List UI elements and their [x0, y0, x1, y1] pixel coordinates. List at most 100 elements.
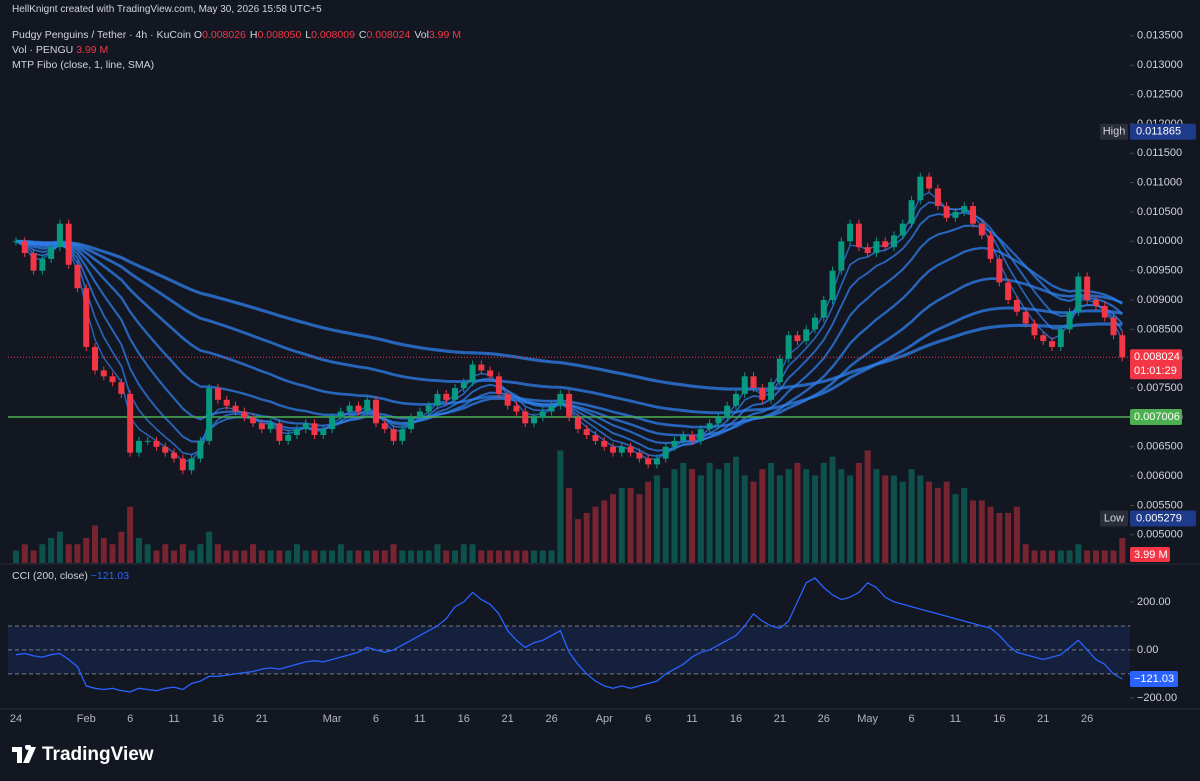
volume-bar	[952, 494, 959, 563]
volume-bar	[21, 544, 28, 563]
volume-bar	[1022, 544, 1029, 563]
candle	[768, 382, 775, 400]
volume-bar	[917, 475, 924, 563]
candle	[258, 423, 265, 430]
legend-value: 0.008050	[257, 29, 302, 41]
candle	[504, 393, 511, 406]
current-badge	[1130, 349, 1182, 380]
low-label: Low	[1104, 512, 1124, 524]
y-tick-label: 0.009000	[1137, 294, 1183, 306]
legend-key: C	[358, 29, 367, 41]
volume-legend: Vol · PENGU 3.99 M	[12, 44, 108, 56]
legend-key: H	[249, 29, 258, 41]
volume-bar	[574, 519, 581, 563]
volume-bar	[970, 500, 977, 563]
candle	[56, 223, 63, 248]
candle	[1110, 317, 1117, 336]
volume-bar	[223, 550, 230, 563]
x-tick-label: 16	[212, 713, 224, 725]
volume-bar	[144, 544, 151, 563]
candle	[750, 376, 757, 389]
candle	[566, 393, 573, 418]
x-tick-label: 11	[950, 713, 961, 725]
volume-value: 3.99 M	[76, 44, 109, 56]
candle	[355, 405, 362, 412]
volume-bar	[337, 544, 344, 563]
volume-bar	[329, 550, 336, 563]
candle	[74, 264, 81, 289]
volume-bar	[100, 537, 107, 563]
candle	[1092, 299, 1099, 306]
volume-bar	[285, 550, 292, 563]
volume-bar	[785, 469, 792, 563]
low-value-box	[1130, 510, 1196, 527]
candle	[882, 241, 889, 248]
volume-bar	[522, 550, 529, 563]
volume-bar	[1092, 550, 1099, 563]
candle	[829, 270, 836, 300]
candle	[601, 440, 608, 447]
cci-badge	[1130, 670, 1178, 687]
x-tick-label: 6	[908, 713, 914, 725]
volume-bar	[768, 462, 775, 563]
candle	[583, 429, 590, 436]
candle	[873, 241, 880, 254]
candle	[302, 423, 309, 430]
candle	[934, 188, 941, 207]
footer: TradingView	[12, 744, 154, 766]
volume-bar	[671, 469, 678, 563]
volume-bar	[926, 481, 933, 563]
candle	[144, 440, 151, 442]
x-tick-label: 11	[686, 713, 697, 725]
candle	[408, 417, 415, 430]
candle	[39, 258, 46, 271]
candle	[996, 258, 1003, 283]
candle	[1049, 341, 1056, 347]
volume-bar	[460, 544, 467, 563]
fibo-ribbon	[15, 239, 1123, 391]
volume-bar	[1049, 550, 1056, 563]
volume-bar	[469, 544, 476, 563]
candle	[1057, 329, 1064, 347]
candle	[847, 223, 854, 242]
legend-value: 0.008026	[202, 29, 246, 41]
volume-bar	[724, 462, 731, 563]
candle	[162, 446, 169, 453]
x-tick-label: May	[857, 713, 878, 725]
candle	[381, 423, 388, 430]
volume-bar	[355, 550, 362, 563]
volume-bar	[636, 494, 643, 563]
volume-bar	[741, 475, 748, 563]
volume-bar	[610, 494, 617, 563]
candle	[285, 435, 292, 441]
candle	[443, 393, 450, 400]
x-tick-label: 6	[127, 713, 133, 725]
volume-bar	[408, 550, 415, 563]
x-tick-label: 21	[1037, 713, 1049, 725]
volume-bar	[452, 550, 458, 563]
candle	[206, 388, 213, 441]
volume-bar	[311, 550, 318, 563]
cci-value: −121.03	[90, 570, 130, 582]
volume-bar	[74, 544, 81, 563]
low-badge	[1100, 510, 1128, 527]
candle	[978, 223, 985, 236]
volume-bar	[864, 450, 871, 563]
volume-bar	[882, 475, 889, 563]
volume-bar	[258, 550, 265, 563]
volume-bar	[109, 544, 116, 563]
y-tick-label: 0.010500	[1137, 206, 1183, 218]
volume-bar	[899, 481, 906, 563]
volume-bar	[943, 481, 950, 563]
volume-bar	[750, 481, 757, 563]
volume-bar	[934, 487, 941, 563]
candle	[346, 405, 353, 412]
candle	[1119, 335, 1126, 358]
candle	[1031, 323, 1038, 336]
candle	[917, 176, 924, 201]
candle	[899, 223, 906, 236]
volume-bar	[504, 550, 511, 563]
candle	[1022, 311, 1029, 324]
x-tick-label: Mar	[323, 713, 342, 725]
